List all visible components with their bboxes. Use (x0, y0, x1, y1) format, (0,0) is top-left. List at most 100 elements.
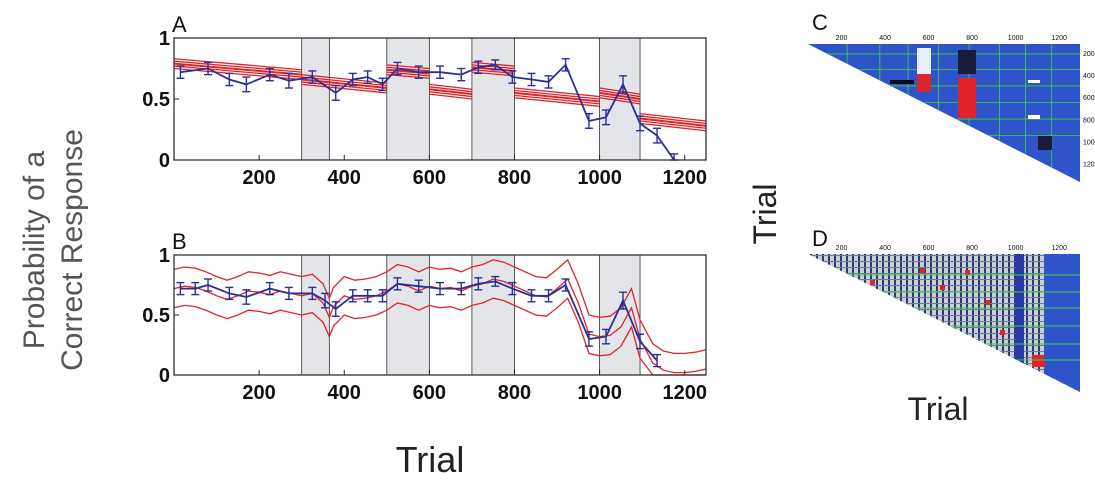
panel-a-error-bar-0 (176, 65, 185, 79)
panel-c-spot-2 (958, 50, 976, 74)
panel-b-error-bar-16 (457, 281, 466, 296)
panel-b-error-bar-8 (321, 292, 330, 309)
panel-c-ylabel: Trial (747, 183, 783, 244)
panel-a-fit-seg-3-2 (429, 88, 473, 96)
panel-a-fit-seg-5-0 (514, 97, 600, 107)
panel-b-error-bar-26 (636, 333, 645, 350)
panel-a-fit-seg-7-4 (639, 112, 707, 122)
panel-b-error-bar-0 (176, 281, 185, 296)
panel-d-xtick-label: 1000 (1008, 245, 1024, 252)
panel-c: C 200 400 600 800 1000 1200 200 400 600 800 1000 12… (747, 10, 1095, 245)
panel-c-xtick-label: 600 (923, 35, 935, 42)
panel-b-error-bar-15 (436, 281, 444, 296)
panel-b-error-bar-14 (414, 279, 423, 293)
panel-c-xtick-label: 1000 (1008, 35, 1024, 42)
panel-a-fit-seg-6-2 (599, 91, 641, 100)
panel-d-spot-2 (940, 285, 945, 290)
panel-a-error-bar-20 (561, 58, 570, 72)
panel-a-fit-seg-6-0 (599, 97, 641, 105)
panel-a-fit-seg-4-3 (471, 64, 515, 70)
panel-c-spot-4 (890, 80, 914, 84)
panel-a-shade-0 (301, 37, 330, 161)
panel-b-xtick-label: 200 (242, 382, 275, 404)
panel-a-fit-seg-7-0 (639, 122, 707, 132)
panel-c-spot-1 (917, 74, 931, 92)
panel-a-fit-seg-5-3 (514, 89, 600, 100)
panel-a-error-bar-19 (544, 75, 553, 89)
panel-b-shade-2 (471, 254, 515, 376)
panel-b-error-bar-3 (225, 286, 234, 301)
panel-a-error-bar-1 (204, 61, 213, 76)
panel-b-error-bar-18 (491, 275, 500, 287)
panel-b-error-bar-7 (308, 286, 317, 301)
panel-a-error-bar-11 (393, 61, 402, 76)
panel-a-error-bar-16 (491, 59, 500, 71)
panel-b-letter: B (172, 229, 187, 254)
panel-a-fit-seg-7-2 (639, 117, 707, 127)
panel-a-error-bar-25 (653, 127, 662, 144)
panel-c-ytick-label: 200 (1083, 51, 1095, 58)
panel-a: A 200 400 600 800 1000 1200 0 0.5 1 (142, 12, 707, 189)
panel-c-ytick-label: 600 (1083, 95, 1095, 102)
panel-a-error-bar-4 (265, 67, 274, 82)
panel-d-xtick-label: 800 (966, 245, 978, 252)
panel-a-error-bar-3 (242, 76, 251, 93)
panel-b-fit-upper (173, 258, 707, 355)
panel-b-error-bar-5 (265, 281, 274, 296)
panel-c-xtick-label: 200 (836, 35, 848, 42)
panel-d-spot-4 (985, 300, 990, 305)
panel-b-data-line (180, 280, 658, 362)
panel-b-error-bar-11 (363, 289, 372, 303)
panel-c-spot-3 (958, 78, 976, 118)
panel-c-letter: C (812, 10, 828, 35)
panel-a-error-bar-6 (308, 70, 317, 84)
panel-a-error-bar-22 (601, 109, 610, 126)
panel-a-error-bar-12 (414, 65, 423, 79)
panel-b-error-bar-17 (474, 277, 483, 291)
panel-c-ytick-label: 400 (1083, 73, 1095, 80)
panel-a-xtick-label: 800 (498, 167, 531, 189)
panel-b-error-bar-27 (653, 353, 662, 368)
panel-d-spot-3 (965, 270, 970, 275)
panel-a-error-bar-14 (457, 67, 466, 82)
panel-b-error-bar-24 (601, 328, 610, 345)
panel-b-ytick-label: 0 (159, 365, 170, 387)
panel-a-shade-2 (471, 37, 515, 161)
panel-a-xtick-label: 1000 (577, 167, 622, 189)
panel-a-fit-seg-5-2 (514, 91, 600, 103)
panel-d-xtick-label: 600 (923, 245, 935, 252)
panel-b-error-bar-19 (508, 281, 517, 296)
panel-a-xtick-label: 200 (242, 167, 275, 189)
panel-c-ytick-label: 1000 (1083, 139, 1095, 146)
panel-d-spot-1 (920, 268, 925, 273)
panel-a-fit-seg-0-1 (173, 65, 302, 78)
panel-d-spot-6 (1000, 330, 1005, 335)
panel-d-spot-0 (870, 280, 875, 285)
panel-b-error-bar-20 (527, 289, 536, 303)
panel-b-ytick-label: 0.5 (142, 305, 170, 327)
panel-c-spot-0 (917, 48, 931, 74)
panel-b-error-bar-6 (284, 286, 293, 301)
panel-a-error-bar-9 (363, 70, 372, 84)
panel-c-xtick-label: 1200 (1051, 35, 1067, 42)
panel-c-matrix (808, 44, 1080, 182)
panel-a-error-bar-17 (508, 70, 517, 84)
panel-a-error-bar-15 (474, 60, 483, 75)
panel-b-error-bar-23 (584, 331, 593, 347)
panel-a-error-bar-5 (284, 72, 293, 89)
panel-d-matrix (808, 254, 1080, 392)
panel-a-error-bar-23 (619, 75, 628, 94)
panel-d: D 200 400 600 800 1000 1200 Trial (808, 226, 1080, 427)
panel-a-fit-seg-2-4 (386, 64, 430, 70)
panel-a-letter: A (172, 12, 187, 37)
panel-b-error-bar-10 (348, 289, 357, 303)
panel-a-error-bar-2 (225, 72, 234, 87)
panel-c-spot-7 (1038, 136, 1052, 150)
panel-c-ytick-label: 800 (1083, 117, 1095, 124)
panel-a-fit-seg-1-2 (301, 78, 387, 90)
panel-c-spot-6 (1028, 115, 1040, 119)
panel-a-ytick-label: 0 (159, 150, 170, 172)
panel-a-fit-seg-5-4 (514, 87, 600, 98)
panel-b-xtick-label: 1200 (662, 382, 707, 404)
panel-a-fit-seg-6-1 (599, 94, 641, 103)
